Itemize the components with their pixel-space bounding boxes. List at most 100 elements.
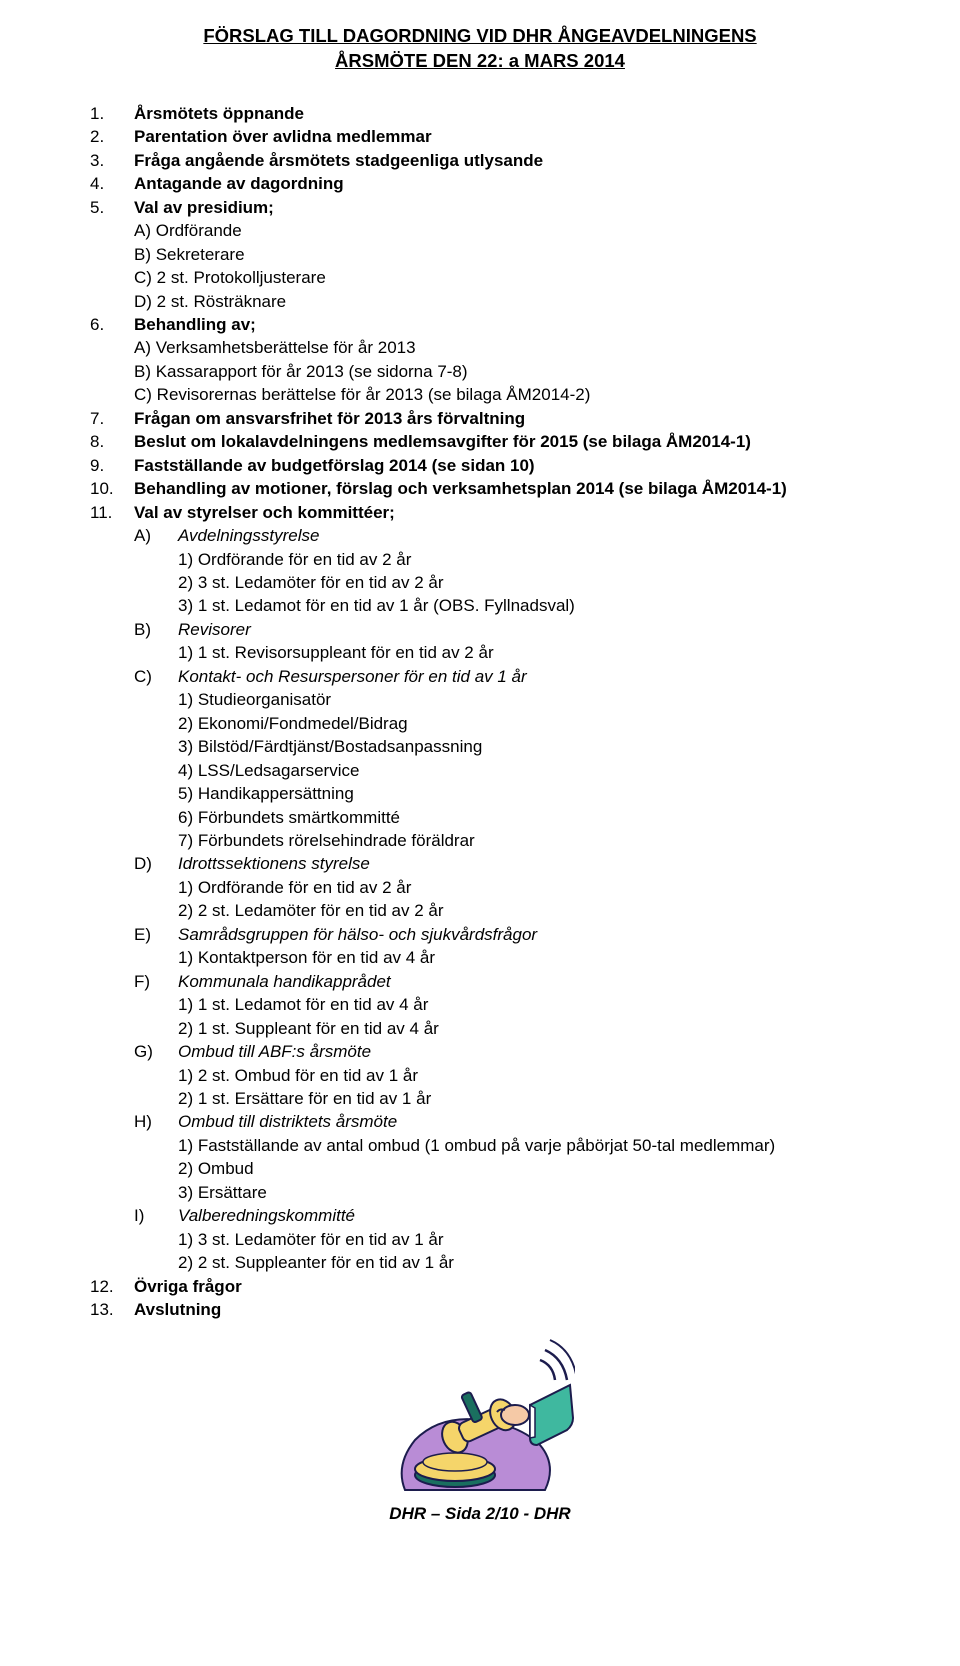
sub-section: D) Idrottssektionens styrelse xyxy=(134,852,870,875)
agenda-item: 12. Övriga frågor xyxy=(90,1275,870,1298)
agenda-item: 10. Behandling av motioner, förslag och … xyxy=(90,477,870,500)
item-number: 4. xyxy=(90,172,134,195)
item-number: 8. xyxy=(90,430,134,453)
item-text: Avslutning xyxy=(134,1298,870,1321)
agenda-item: 8. Beslut om lokalavdelningens medlemsav… xyxy=(90,430,870,453)
sub-sub-item: 1) 1 st. Revisorsuppleant för en tid av … xyxy=(134,641,870,664)
sub-heading: Avdelningsstyrelse xyxy=(178,524,319,547)
sub-section: I) Valberedningskommitté xyxy=(134,1204,870,1227)
sub-sub-item: 4) LSS/Ledsagarservice xyxy=(134,759,870,782)
sub-sub-item: 3) Bilstöd/Färdtjänst/Bostadsanpassning xyxy=(134,735,870,758)
agenda-item: 1. Årsmötets öppnande xyxy=(90,102,870,125)
document-page: FÖRSLAG TILL DAGORDNING VID DHR ÅNGEAVDE… xyxy=(0,0,960,1544)
agenda-item: 5. Val av presidium; A) Ordförande B) Se… xyxy=(90,196,870,313)
sub-heading: Samrådsgruppen för hälso- och sjukvårdsf… xyxy=(178,923,537,946)
item-text: Parentation över avlidna medlemmar xyxy=(134,125,870,148)
sub-sub-item: 1) 3 st. Ledamöter för en tid av 1 år xyxy=(134,1228,870,1251)
sub-item: B) Sekreterare xyxy=(134,243,870,266)
sub-sub-item: 1) Studieorganisatör xyxy=(134,688,870,711)
sub-letter: F) xyxy=(134,970,178,993)
item-text: Val av styrelser och kommittéer; xyxy=(134,503,395,522)
sub-sub-item: 1) Fastställande av antal ombud (1 ombud… xyxy=(134,1134,870,1157)
item-number: 2. xyxy=(90,125,134,148)
item-number: 10. xyxy=(90,477,134,500)
sub-heading: Valberedningskommitté xyxy=(178,1204,355,1227)
item-number: 13. xyxy=(90,1298,134,1321)
sub-sub-item: 1) 2 st. Ombud för en tid av 1 år xyxy=(134,1064,870,1087)
sub-sub-item: 3) 1 st. Ledamot för en tid av 1 år (OBS… xyxy=(134,594,870,617)
item-text: Behandling av motioner, förslag och verk… xyxy=(134,477,870,500)
item-number: 5. xyxy=(90,196,134,313)
sub-letter: D) xyxy=(134,852,178,875)
item-text: Övriga frågor xyxy=(134,1275,870,1298)
item-number: 3. xyxy=(90,149,134,172)
gavel-illustration xyxy=(90,1330,870,1500)
sub-heading: Revisorer xyxy=(178,618,251,641)
sub-letter: I) xyxy=(134,1204,178,1227)
sub-sub-item: 1) Ordförande för en tid av 2 år xyxy=(134,876,870,899)
sub-section: H) Ombud till distriktets årsmöte xyxy=(134,1110,870,1133)
item-number: 12. xyxy=(90,1275,134,1298)
sub-section: C) Kontakt- och Resurspersoner för en ti… xyxy=(134,665,870,688)
sub-section: F) Kommunala handikapprådet xyxy=(134,970,870,993)
item-number: 6. xyxy=(90,313,134,407)
sub-letter: A) xyxy=(134,524,178,547)
sub-item: C) 2 st. Protokolljusterare xyxy=(134,266,870,289)
sub-heading: Kommunala handikapprådet xyxy=(178,970,391,993)
sub-sub-item: 2) Ekonomi/Fondmedel/Bidrag xyxy=(134,712,870,735)
sub-sub-item: 1) Kontaktperson för en tid av 4 år xyxy=(134,946,870,969)
agenda-item: 6. Behandling av; A) Verksamhetsberättel… xyxy=(90,313,870,407)
item-text: Fastställande av budgetförslag 2014 (se … xyxy=(134,454,870,477)
title-line-2: ÅRSMÖTE DEN 22: a MARS 2014 xyxy=(335,50,625,71)
sub-sub-item: 2) 1 st. Suppleant för en tid av 4 år xyxy=(134,1017,870,1040)
document-title: FÖRSLAG TILL DAGORDNING VID DHR ÅNGEAVDE… xyxy=(90,24,870,74)
agenda-item: 7. Frågan om ansvarsfrihet för 2013 års … xyxy=(90,407,870,430)
sub-section: G) Ombud till ABF:s årsmöte xyxy=(134,1040,870,1063)
agenda-item: 11. Val av styrelser och kommittéer; A) … xyxy=(90,501,870,1275)
sub-sub-item: 6) Förbundets smärtkommitté xyxy=(134,806,870,829)
title-line-1: FÖRSLAG TILL DAGORDNING VID DHR ÅNGEAVDE… xyxy=(203,25,756,46)
sub-letter: B) xyxy=(134,618,178,641)
sub-item: C) Revisorernas berättelse för år 2013 (… xyxy=(134,383,870,406)
sub-section: B) Revisorer xyxy=(134,618,870,641)
sub-letter: C) xyxy=(134,665,178,688)
sub-letter: E) xyxy=(134,923,178,946)
sub-sub-item: 3) Ersättare xyxy=(134,1181,870,1204)
sub-sub-item: 2) Ombud xyxy=(134,1157,870,1180)
sub-letter: G) xyxy=(134,1040,178,1063)
item-content: Behandling av; A) Verksamhetsberättelse … xyxy=(134,313,870,407)
item-text: Antagande av dagordning xyxy=(134,172,870,195)
item-text: Fråga angående årsmötets stadgeenliga ut… xyxy=(134,149,870,172)
item-number: 9. xyxy=(90,454,134,477)
sub-section: A) Avdelningsstyrelse xyxy=(134,524,870,547)
item-text: Val av presidium; xyxy=(134,198,274,217)
item-text: Årsmötets öppnande xyxy=(134,102,870,125)
sub-heading: Kontakt- och Resurspersoner för en tid a… xyxy=(178,665,527,688)
sub-heading: Ombud till distriktets årsmöte xyxy=(178,1110,397,1133)
sub-heading: Ombud till ABF:s årsmöte xyxy=(178,1040,371,1063)
sub-sub-item: 2) 3 st. Ledamöter för en tid av 2 år xyxy=(134,571,870,594)
gavel-icon xyxy=(385,1330,575,1495)
sub-sub-item: 1) Ordförande för en tid av 2 år xyxy=(134,548,870,571)
sub-letter: H) xyxy=(134,1110,178,1133)
sub-item: B) Kassarapport för år 2013 (se sidorna … xyxy=(134,360,870,383)
page-footer: DHR – Sida 2/10 - DHR xyxy=(90,1504,870,1524)
sub-sub-item: 7) Förbundets rörelsehindrade föräldrar xyxy=(134,829,870,852)
agenda-item: 9. Fastställande av budgetförslag 2014 (… xyxy=(90,454,870,477)
sub-heading: Idrottssektionens styrelse xyxy=(178,852,370,875)
sub-sub-item: 1) 1 st. Ledamot för en tid av 4 år xyxy=(134,993,870,1016)
sub-sub-item: 2) 2 st. Suppleanter för en tid av 1 år xyxy=(134,1251,870,1274)
sub-item: D) 2 st. Rösträknare xyxy=(134,290,870,313)
item-text: Frågan om ansvarsfrihet för 2013 års för… xyxy=(134,407,870,430)
sub-sub-item: 2) 1 st. Ersättare för en tid av 1 år xyxy=(134,1087,870,1110)
item-number: 1. xyxy=(90,102,134,125)
sub-item: A) Verksamhetsberättelse för år 2013 xyxy=(134,336,870,359)
item-content: Val av presidium; A) Ordförande B) Sekre… xyxy=(134,196,870,313)
sub-section: E) Samrådsgruppen för hälso- och sjukvår… xyxy=(134,923,870,946)
sub-sub-item: 2) 2 st. Ledamöter för en tid av 2 år xyxy=(134,899,870,922)
agenda-item: 3. Fråga angående årsmötets stadgeenliga… xyxy=(90,149,870,172)
agenda-item: 4. Antagande av dagordning xyxy=(90,172,870,195)
sub-sub-item: 5) Handikappersättning xyxy=(134,782,870,805)
item-content: Val av styrelser och kommittéer; A) Avde… xyxy=(134,501,870,1275)
item-text: Behandling av; xyxy=(134,315,256,334)
